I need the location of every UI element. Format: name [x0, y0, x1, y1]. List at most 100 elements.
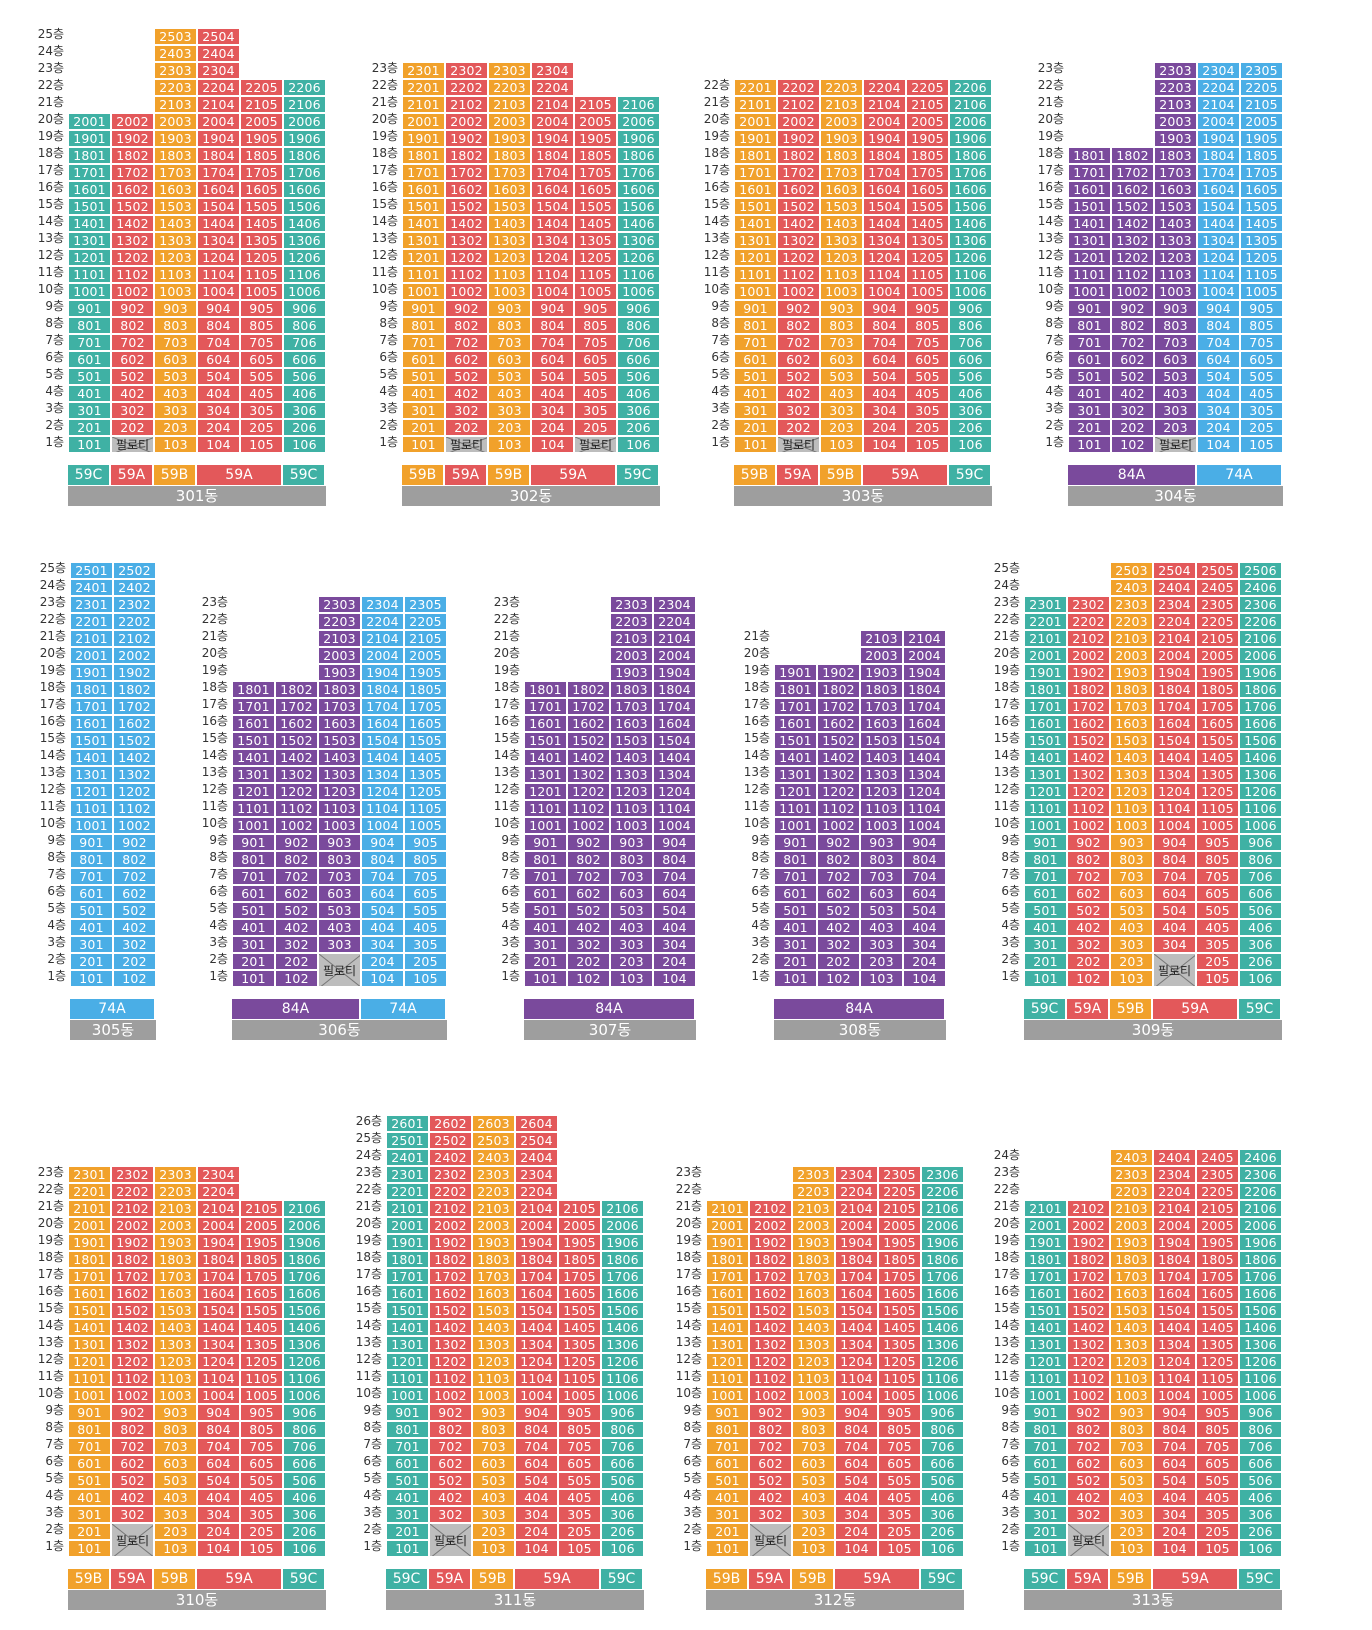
- unit-cell[interactable]: 1905: [1240, 130, 1283, 147]
- unit-cell[interactable]: 2203: [1110, 613, 1153, 630]
- unit-cell[interactable]: 2003: [488, 113, 531, 130]
- unit-cell[interactable]: 1301: [1024, 766, 1067, 783]
- unit-cell[interactable]: 2101: [70, 630, 113, 647]
- unit-cell[interactable]: 1703: [1154, 164, 1197, 181]
- unit-cell[interactable]: 1103: [792, 1370, 835, 1387]
- unit-cell[interactable]: 603: [154, 351, 197, 368]
- unit-cell[interactable]: 1102: [749, 1370, 792, 1387]
- unit-cell[interactable]: 2004: [531, 113, 574, 130]
- unit-cell[interactable]: 1301: [70, 766, 113, 783]
- unit-cell[interactable]: 1403: [318, 749, 361, 766]
- unit-cell[interactable]: 1501: [1024, 732, 1067, 749]
- unit-cell[interactable]: 405: [558, 1489, 601, 1506]
- unit-cell[interactable]: 1505: [1240, 198, 1283, 215]
- unit-cell[interactable]: 1804: [515, 1251, 558, 1268]
- unit-cell[interactable]: 2206: [949, 79, 992, 96]
- unit-cell[interactable]: 1004: [361, 817, 404, 834]
- unit-cell[interactable]: 1304: [515, 1336, 558, 1353]
- unit-cell[interactable]: 106: [601, 1540, 644, 1557]
- unit-cell[interactable]: 701: [734, 334, 777, 351]
- unit-cell[interactable]: 1302: [817, 766, 860, 783]
- unit-cell[interactable]: 903: [820, 300, 863, 317]
- unit-cell[interactable]: 1701: [1068, 164, 1111, 181]
- unit-cell[interactable]: 1104: [531, 266, 574, 283]
- unit-cell[interactable]: 2506: [1239, 562, 1282, 579]
- unit-cell[interactable]: 1101: [70, 800, 113, 817]
- unit-cell[interactable]: 1704: [903, 698, 946, 715]
- unit-cell[interactable]: 1604: [1153, 715, 1196, 732]
- unit-cell[interactable]: 405: [1196, 919, 1239, 936]
- unit-cell[interactable]: 606: [601, 1455, 644, 1472]
- unit-cell[interactable]: 2105: [1196, 1200, 1239, 1217]
- unit-cell[interactable]: 602: [777, 351, 820, 368]
- unit-cell[interactable]: 405: [240, 385, 283, 402]
- unit-cell[interactable]: 602: [111, 351, 154, 368]
- unit-cell[interactable]: 1401: [706, 1319, 749, 1336]
- unit-cell[interactable]: 2104: [1153, 1200, 1196, 1217]
- unit-cell[interactable]: 1102: [111, 266, 154, 283]
- unit-cell[interactable]: 2201: [386, 1183, 429, 1200]
- unit-cell[interactable]: 1304: [197, 1336, 240, 1353]
- unit-cell[interactable]: 1005: [240, 283, 283, 300]
- unit-cell[interactable]: 2104: [1197, 96, 1240, 113]
- unit-cell[interactable]: 2103: [610, 630, 653, 647]
- unit-cell[interactable]: 2204: [1153, 613, 1196, 630]
- unit-cell[interactable]: 1005: [1196, 1387, 1239, 1404]
- unit-cell[interactable]: 1403: [1110, 1319, 1153, 1336]
- unit-cell[interactable]: 1403: [792, 1319, 835, 1336]
- unit-cell[interactable]: 306: [617, 402, 660, 419]
- unit-cell[interactable]: 1902: [777, 130, 820, 147]
- unit-cell[interactable]: 2203: [154, 1183, 197, 1200]
- unit-cell[interactable]: 803: [792, 1421, 835, 1438]
- unit-cell[interactable]: 1406: [283, 1319, 326, 1336]
- unit-cell[interactable]: 2006: [949, 113, 992, 130]
- unit-cell[interactable]: 302: [275, 936, 318, 953]
- unit-cell[interactable]: 2102: [429, 1200, 472, 1217]
- unit-cell[interactable]: 1804: [1197, 147, 1240, 164]
- unit-cell[interactable]: 1802: [429, 1251, 472, 1268]
- unit-cell[interactable]: 1902: [817, 664, 860, 681]
- unit-cell[interactable]: 1903: [154, 1234, 197, 1251]
- unit-cell[interactable]: 1804: [835, 1251, 878, 1268]
- unit-cell[interactable]: 1606: [1239, 715, 1282, 732]
- unit-cell[interactable]: 204: [835, 1523, 878, 1540]
- unit-cell[interactable]: 704: [653, 868, 696, 885]
- unit-cell[interactable]: 403: [820, 385, 863, 402]
- unit-cell[interactable]: 604: [361, 885, 404, 902]
- unit-cell[interactable]: 1102: [817, 800, 860, 817]
- unit-cell[interactable]: 804: [863, 317, 906, 334]
- unit-cell[interactable]: 1501: [774, 732, 817, 749]
- unit-cell[interactable]: 203: [1154, 419, 1197, 436]
- unit-cell[interactable]: 703: [472, 1438, 515, 1455]
- unit-cell[interactable]: 701: [402, 334, 445, 351]
- unit-cell[interactable]: 503: [472, 1472, 515, 1489]
- unit-cell[interactable]: 1602: [111, 1285, 154, 1302]
- unit-cell[interactable]: 905: [878, 1404, 921, 1421]
- unit-cell[interactable]: 1203: [318, 783, 361, 800]
- unit-cell[interactable]: 706: [283, 334, 326, 351]
- unit-cell[interactable]: 1606: [283, 1285, 326, 1302]
- unit-cell[interactable]: 1702: [817, 698, 860, 715]
- unit-cell[interactable]: 1602: [445, 181, 488, 198]
- unit-cell[interactable]: 1204: [1153, 1353, 1196, 1370]
- unit-cell[interactable]: 202: [567, 953, 610, 970]
- unit-cell[interactable]: 2202: [429, 1183, 472, 1200]
- unit-cell[interactable]: 206: [949, 419, 992, 436]
- unit-cell[interactable]: 2104: [1153, 630, 1196, 647]
- unit-cell[interactable]: 2306: [921, 1166, 964, 1183]
- unit-cell[interactable]: 1505: [240, 198, 283, 215]
- unit-cell[interactable]: 2002: [749, 1217, 792, 1234]
- unit-cell[interactable]: 603: [1154, 351, 1197, 368]
- unit-cell[interactable]: 1504: [1153, 732, 1196, 749]
- unit-cell[interactable]: 1203: [1110, 1353, 1153, 1370]
- unit-cell[interactable]: 1904: [361, 664, 404, 681]
- unit-cell[interactable]: 1702: [567, 698, 610, 715]
- unit-cell[interactable]: 601: [774, 885, 817, 902]
- unit-cell[interactable]: 101: [402, 436, 445, 453]
- unit-cell[interactable]: 2402: [429, 1149, 472, 1166]
- unit-cell[interactable]: 302: [111, 1506, 154, 1523]
- unit-cell[interactable]: 2202: [445, 79, 488, 96]
- unit-cell[interactable]: 502: [113, 902, 156, 919]
- unit-cell[interactable]: 2304: [1197, 62, 1240, 79]
- unit-cell[interactable]: 504: [835, 1472, 878, 1489]
